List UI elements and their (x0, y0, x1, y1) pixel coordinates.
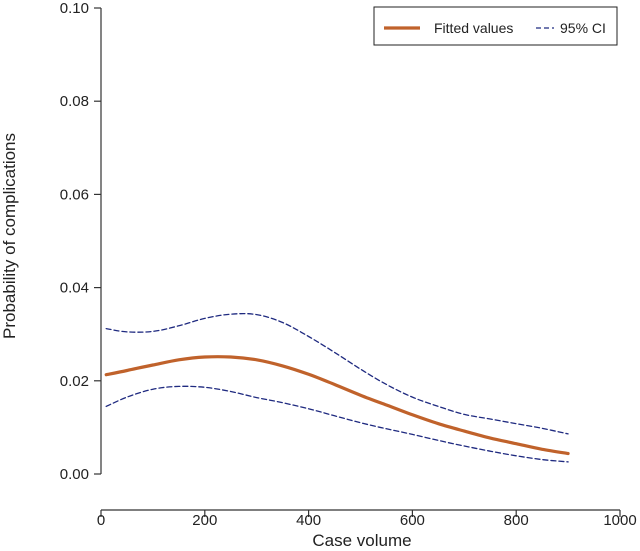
x-tick-label: 600 (400, 512, 425, 529)
y-tick-label: 0.08 (60, 93, 89, 110)
ci-lower-line (105, 385, 569, 463)
y-tick-label: 0.02 (60, 373, 89, 390)
x-tick-label: 200 (192, 512, 217, 529)
legend-label-ci: 95% CI (560, 20, 606, 36)
legend-box (373, 6, 618, 46)
x-tick-label: 0 (97, 512, 105, 529)
fitted-values-line (104, 355, 570, 456)
ci-upper-line (105, 312, 569, 435)
x-axis-title: Case volume (312, 531, 411, 550)
legend-label-fitted: Fitted values (434, 20, 513, 36)
y-tick-label: 0.10 (60, 0, 89, 17)
y-axis-title: Probability of complications (0, 133, 19, 339)
legend: Fitted values 95% CI (373, 6, 618, 46)
x-tick-label: 400 (296, 512, 321, 529)
x-tick-label: 1000 (603, 512, 636, 529)
axes: 0.00 0.02 0.04 0.06 0.08 0.10 0 200 400 600 800 100… (60, 0, 637, 529)
x-tick-label: 800 (504, 512, 529, 529)
y-tick-label: 0.00 (60, 466, 89, 483)
y-tick-label: 0.04 (60, 280, 89, 297)
series-layer (104, 312, 570, 463)
y-tick-label: 0.06 (60, 186, 89, 203)
